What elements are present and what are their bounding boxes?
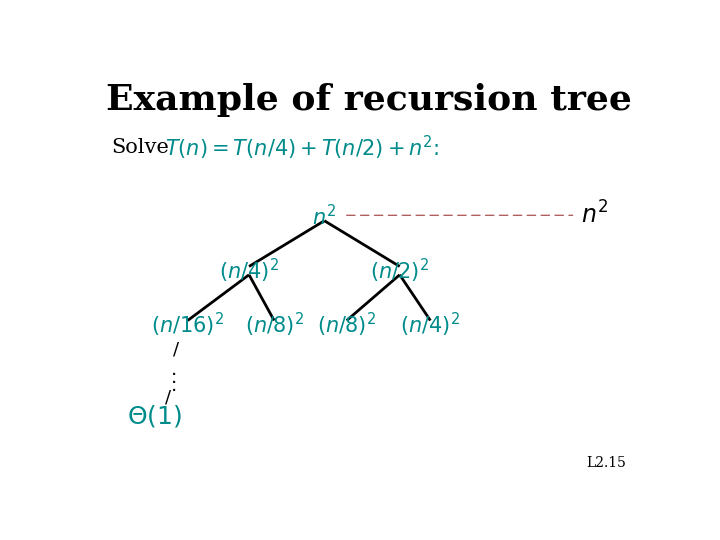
- Text: $\mathit{T(n) = T(n/4) + T(n/2) + n^2}$:: $\mathit{T(n) = T(n/4) + T(n/2) + n^2}$:: [166, 134, 440, 162]
- Text: Example of recursion tree: Example of recursion tree: [106, 83, 632, 117]
- Text: Solve: Solve: [111, 138, 169, 158]
- Text: .: .: [171, 360, 177, 379]
- Text: $\mathit{/}$: $\mathit{/}$: [164, 388, 172, 407]
- Text: $\mathit{n}^2$: $\mathit{n}^2$: [312, 204, 336, 229]
- Text: L2.15: L2.15: [586, 456, 626, 470]
- Text: $\mathit{(n/16)}^2$: $\mathit{(n/16)}^2$: [151, 310, 224, 339]
- Text: .: .: [171, 376, 177, 395]
- Text: $\mathit{n}^2$: $\mathit{n}^2$: [581, 202, 608, 229]
- Text: $\mathit{(n/4)}^2$: $\mathit{(n/4)}^2$: [400, 310, 460, 339]
- Text: $\mathit{(n/2)}^2$: $\mathit{(n/2)}^2$: [370, 256, 429, 285]
- Text: $\mathit{(n/8)}^2$: $\mathit{(n/8)}^2$: [318, 310, 376, 339]
- Text: $\mathit{(n/4)}^2$: $\mathit{(n/4)}^2$: [219, 256, 279, 285]
- Text: .: .: [171, 368, 177, 387]
- Text: $\mathit{/}$: $\mathit{/}$: [173, 341, 181, 359]
- Text: $\Theta(1)$: $\Theta(1)$: [127, 403, 181, 429]
- Text: $\mathit{(n/8)}^2$: $\mathit{(n/8)}^2$: [245, 310, 304, 339]
